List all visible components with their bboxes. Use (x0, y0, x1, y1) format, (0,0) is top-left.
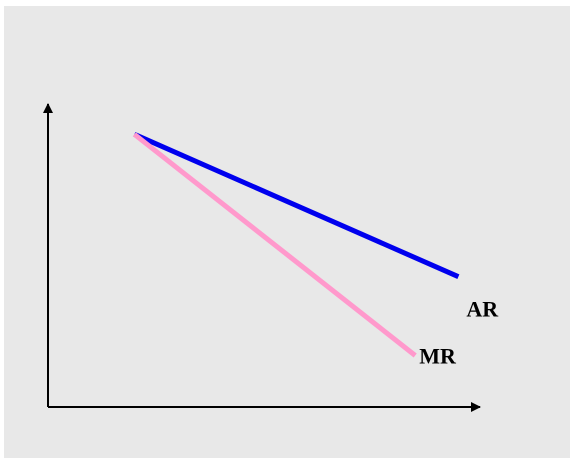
ar-label: AR (466, 297, 499, 322)
series-layer: AR MR (132, 132, 499, 369)
ar-line (133, 132, 460, 279)
mr-line (132, 132, 417, 358)
mr-label: MR (419, 344, 457, 369)
chart-panel (4, 6, 570, 458)
